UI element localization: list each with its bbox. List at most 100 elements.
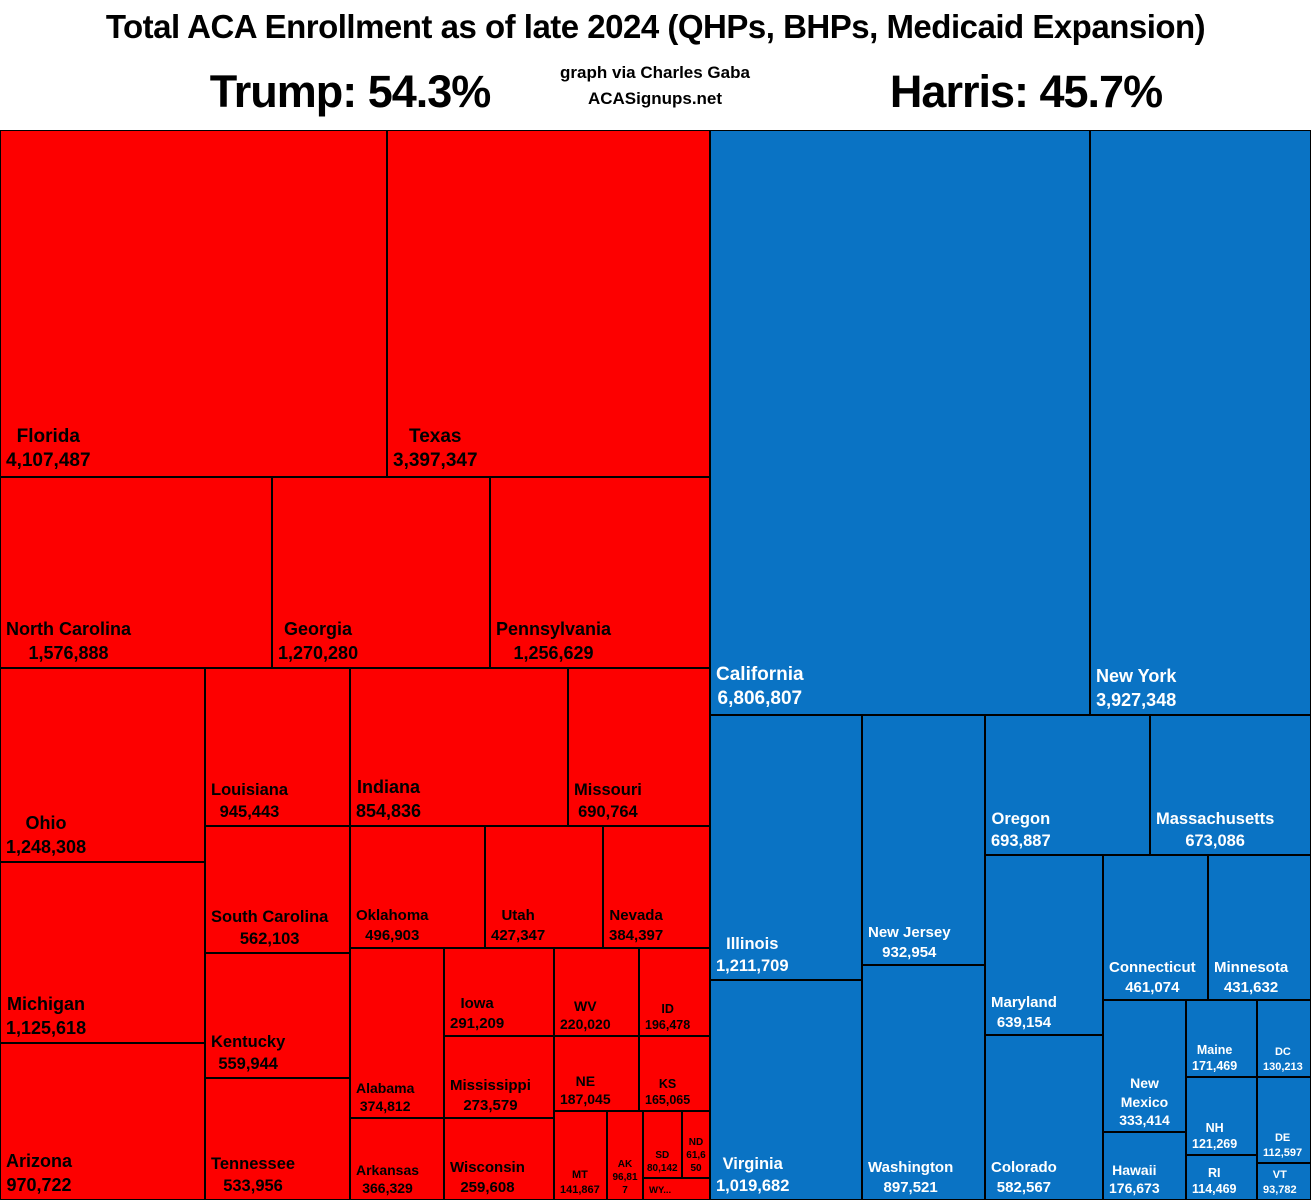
cell-label: Illinois 1,211,709	[711, 934, 794, 977]
state-value: 932,954	[882, 943, 937, 961]
state-name: Florida	[16, 425, 80, 447]
state-value: 427,347	[491, 926, 546, 944]
state-name: Tennessee	[211, 1155, 296, 1174]
state-value: 80,142	[647, 1163, 678, 1174]
state-value: 61,650	[686, 1150, 706, 1174]
state-value: 165,065	[645, 1092, 691, 1107]
treemap-cell-massachusetts: Massachusetts 673,086	[1150, 715, 1311, 855]
cell-label: Arizona 970,722	[1, 1150, 77, 1197]
state-value: 461,074	[1125, 978, 1180, 996]
cell-label: Tennessee 533,956	[206, 1154, 300, 1197]
state-name: Indiana	[357, 777, 421, 798]
cell-label: DC 130,213	[1258, 1045, 1308, 1074]
treemap-cell-georgia: Georgia 1,270,280	[272, 477, 490, 668]
treemap-cell-ks: KS 165,065	[639, 1036, 710, 1111]
treemap-cell-arizona: Arizona 970,722	[0, 1043, 205, 1200]
credit-line-2: ACASignups.net	[587, 89, 723, 109]
cell-label: Hawaii 176,673	[1104, 1161, 1165, 1197]
state-value: 93,782	[1263, 1183, 1297, 1196]
cell-label: New York 3,927,348	[1091, 665, 1181, 712]
cell-label: Utah 427,347	[486, 906, 550, 945]
treemap-cell-maryland: Maryland 639,154	[985, 855, 1103, 1035]
state-name: SD	[655, 1150, 670, 1161]
state-value: 112,597	[1263, 1146, 1303, 1159]
treemap-cell-vt: VT 93,782	[1257, 1163, 1311, 1200]
state-name: Utah	[501, 907, 535, 924]
state-name: ID	[661, 1001, 674, 1016]
treemap-cell-nh: NH 121,269	[1186, 1077, 1257, 1155]
state-name: Wisconsin	[450, 1159, 525, 1176]
treemap-cell-washington: Washington 897,521	[862, 965, 985, 1200]
cell-label: Massachusetts 673,086	[1151, 809, 1279, 852]
state-name: Alabama	[356, 1079, 415, 1096]
treemap-cell-de: DE 112,597	[1257, 1077, 1311, 1163]
cell-label: KS 165,065	[640, 1076, 695, 1109]
state-name: Maryland	[991, 994, 1057, 1011]
treemap-cell-utah: Utah 427,347	[485, 826, 603, 948]
state-name: North Carolina	[6, 619, 132, 640]
cell-label: AK 96,817	[608, 1158, 642, 1197]
state-name: Mississippi	[450, 1077, 531, 1094]
cell-label: South Carolina 562,103	[206, 907, 333, 950]
state-name: WY...	[649, 1184, 672, 1196]
state-name: AK	[617, 1159, 633, 1170]
cell-label: Missouri 690,764	[569, 780, 647, 823]
state-name: NE	[575, 1072, 596, 1089]
state-name: Washington	[868, 1159, 954, 1176]
state-value: 114,469	[1192, 1181, 1237, 1196]
cell-label: Florida 4,107,487	[1, 425, 96, 474]
state-value: 533,956	[223, 1176, 283, 1195]
treemap-cell-hawaii: Hawaii 176,673	[1103, 1132, 1186, 1200]
state-value: 4,107,487	[6, 450, 91, 472]
state-value: 693,887	[991, 831, 1051, 850]
state-value: 6,806,807	[717, 688, 803, 710]
treemap-cell-north-carolina: North Carolina 1,576,888	[0, 477, 272, 668]
state-name: South Carolina	[211, 908, 329, 927]
state-value: 673,086	[1185, 831, 1245, 850]
treemap-cell-florida: Florida 4,107,487	[0, 130, 387, 477]
treemap-cell-new-mexico: New Mexico 333,414	[1103, 1000, 1186, 1132]
state-value: 3,927,348	[1096, 689, 1177, 710]
treemap-cell-wy: WY...	[643, 1178, 710, 1200]
treemap-cell-new-york: New York 3,927,348	[1090, 130, 1311, 715]
state-name: NH	[1205, 1120, 1224, 1135]
state-name: Massachusetts	[1156, 810, 1275, 829]
cell-label: Minnesota 431,632	[1209, 958, 1293, 997]
treemap-cell-connecticut: Connecticut 461,074	[1103, 855, 1208, 1000]
cell-label: ND 61,650	[683, 1136, 709, 1175]
treemap-cell-minnesota: Minnesota 431,632	[1208, 855, 1311, 1000]
state-value: 582,567	[996, 1178, 1052, 1196]
state-name: DC	[1274, 1046, 1291, 1059]
state-name: Hawaii	[1112, 1161, 1157, 1178]
treemap-cell-virginia: Virginia 1,019,682	[710, 980, 862, 1200]
cell-label: WV 220,020	[555, 997, 616, 1033]
state-value: 431,632	[1223, 978, 1279, 996]
cell-label: Louisiana 945,443	[206, 780, 293, 823]
state-value: 3,397,347	[393, 450, 478, 472]
state-name: New Jersey	[868, 924, 951, 941]
state-name: Missouri	[574, 781, 642, 800]
treemap-cell-arkansas: Arkansas 366,329	[350, 1118, 444, 1200]
treemap-cell-texas: Texas 3,397,347	[387, 130, 710, 477]
state-name: New York	[1096, 666, 1177, 687]
treemap-cell-colorado: Colorado 582,567	[985, 1035, 1103, 1200]
treemap-cell-illinois: Illinois 1,211,709	[710, 715, 862, 980]
treemap-cell-nd: ND 61,650	[682, 1111, 710, 1178]
cell-label: NE 187,045	[555, 1072, 616, 1108]
treemap-cell-kentucky: Kentucky 559,944	[205, 953, 350, 1078]
treemap-cell-mississippi: Mississippi 273,579	[444, 1036, 554, 1118]
state-value: 384,397	[609, 926, 664, 944]
cell-label: Texas 3,397,347	[388, 425, 483, 474]
state-value: 562,103	[239, 929, 300, 948]
treemap-cell-nevada: Nevada 384,397	[603, 826, 710, 948]
state-value: 171,469	[1192, 1058, 1238, 1073]
treemap-cell-mt: MT 141,867	[554, 1111, 607, 1200]
state-name: Louisiana	[211, 781, 289, 800]
state-name: Iowa	[460, 995, 494, 1012]
state-name: Michigan	[7, 994, 86, 1015]
state-value: 121,269	[1192, 1136, 1238, 1151]
state-value: 639,154	[996, 1013, 1052, 1031]
cell-label: New Mexico 333,414	[1104, 1074, 1185, 1129]
state-value: 130,213	[1263, 1060, 1303, 1073]
